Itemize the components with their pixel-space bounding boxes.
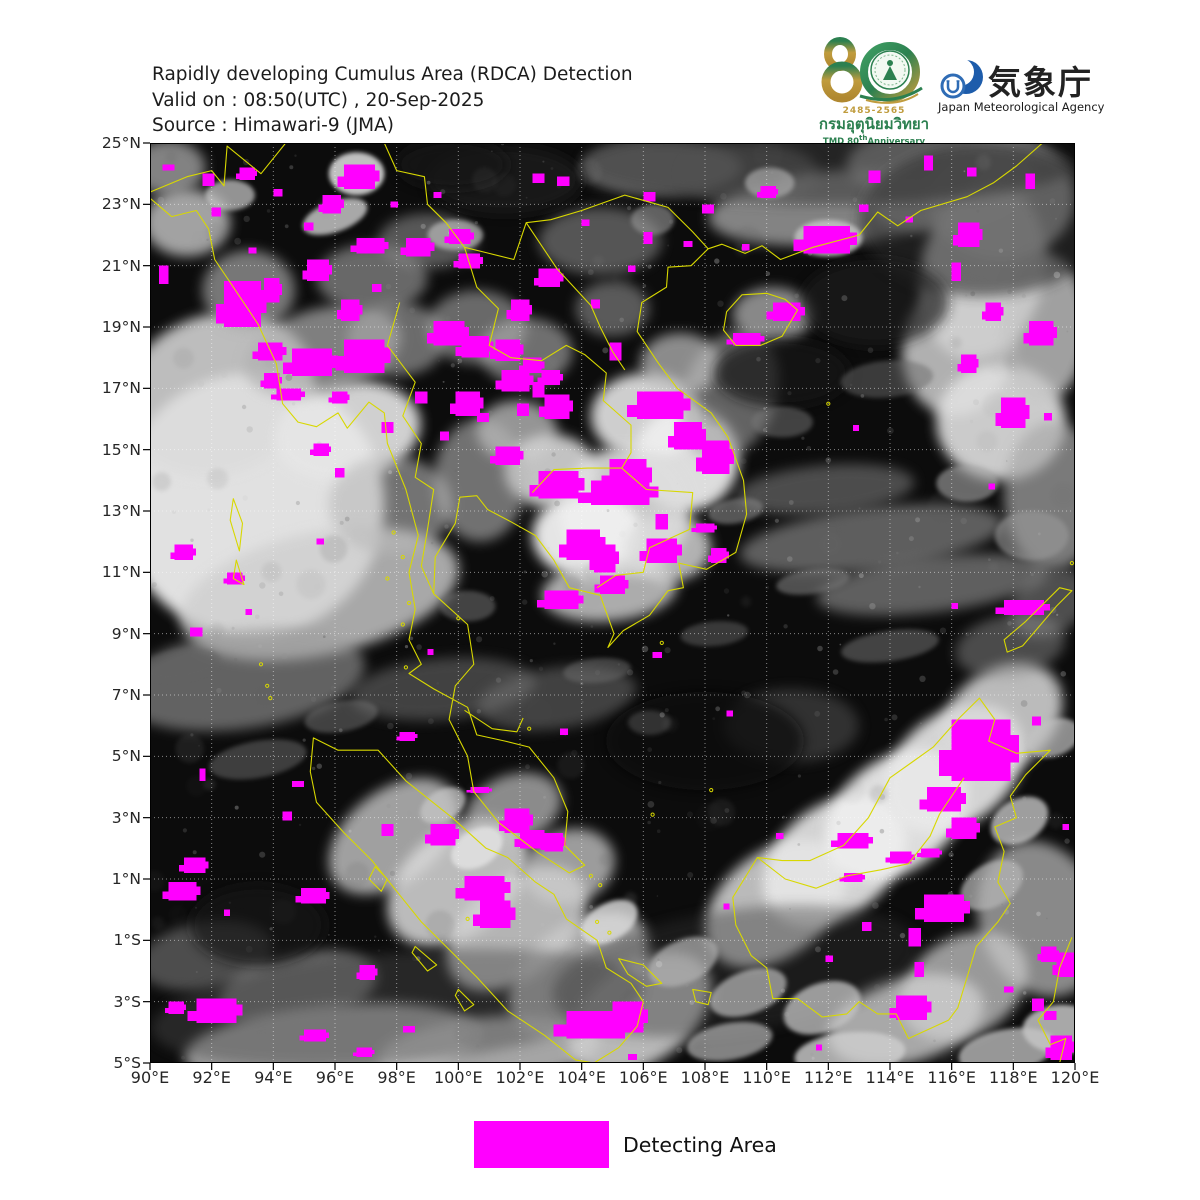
y-tick-label: 19°N — [101, 318, 141, 336]
x-tick-label: 112°E — [804, 1068, 853, 1087]
map-frame — [150, 143, 1075, 1063]
x-tick-label: 118°E — [989, 1068, 1038, 1087]
satellite-map — [143, 142, 1076, 1070]
title-line-source: Source : Himawari-9 (JMA) — [152, 115, 394, 136]
tmd-years: 2485-2565 — [842, 106, 906, 116]
x-tick-label: 90°E — [130, 1068, 170, 1087]
x-tick-label: 108°E — [680, 1068, 730, 1087]
y-tick-label: 3°S — [113, 992, 141, 1011]
title-line-valid-time: Valid on : 08:50(UTC) , 20-Sep-2025 — [152, 89, 485, 111]
y-tick-label: 5°N — [111, 747, 141, 766]
y-tick-label: 1°S — [113, 931, 141, 950]
y-tick-label: 1°N — [111, 870, 141, 888]
y-tick-label: 11°N — [101, 563, 141, 582]
x-tick-label: 106°E — [619, 1068, 668, 1087]
tmd-80th-anniversary-logo: 2485-2565 กรมอุตุนิยมวิทยา TMD 80thAnniv… — [810, 32, 938, 147]
x-tick-label: 120°E — [1050, 1068, 1100, 1087]
tmd-anniversary-text: TMD 80thAnniversary — [822, 133, 926, 147]
x-tick-label: 94°E — [254, 1068, 293, 1087]
x-tick-label: 110°E — [742, 1068, 791, 1087]
y-tick-label: 3°N — [111, 808, 141, 827]
y-tick-label: 25°N — [101, 134, 141, 152]
tmd-thai-name: กรมอุตุนิยมวิทยา — [818, 115, 930, 133]
jma-name-japanese: 気象庁 — [988, 63, 1093, 102]
y-tick-label: 21°N — [101, 256, 141, 275]
title-line-product: Rapidly developing Cumulus Area (RDCA) D… — [152, 64, 633, 85]
x-tick-label: 104°E — [557, 1068, 606, 1087]
x-tick-label: 116°E — [927, 1068, 976, 1087]
x-tick-label: 102°E — [495, 1068, 545, 1087]
x-tick-label: 96°E — [315, 1068, 355, 1087]
product-title-block: Rapidly developing Cumulus Area (RDCA) D… — [152, 62, 633, 139]
legend-detecting-area-label: Detecting Area — [623, 1133, 777, 1157]
jma-logo: 気象庁 Japan Meteorological Agency — [938, 56, 1105, 124]
x-tick-label: 92°E — [192, 1068, 231, 1087]
legend-detecting-area-swatch — [474, 1121, 609, 1168]
jma-name-english: Japan Meteorological Agency — [938, 100, 1105, 114]
y-tick-label: 13°N — [101, 502, 141, 520]
y-tick-label: 9°N — [111, 624, 141, 643]
coastlines — [150, 143, 1075, 1063]
y-tick-label: 23°N — [101, 195, 141, 214]
detection-areas — [159, 155, 1075, 1060]
satellite-cloud-layer — [150, 143, 1075, 1063]
y-tick-label: 15°N — [101, 440, 141, 459]
axis-ticks — [143, 142, 1076, 1070]
tmd-80-emblem-icon — [821, 37, 923, 104]
y-tick-label: 17°N — [101, 379, 141, 398]
x-tick-label: 100°E — [434, 1068, 483, 1087]
x-tick-label: 98°E — [377, 1068, 416, 1087]
y-tick-label: 5°S — [113, 1054, 141, 1072]
jma-crescent-icon — [940, 58, 983, 99]
y-tick-label: 7°N — [111, 686, 141, 704]
x-tick-label: 114°E — [865, 1068, 915, 1087]
